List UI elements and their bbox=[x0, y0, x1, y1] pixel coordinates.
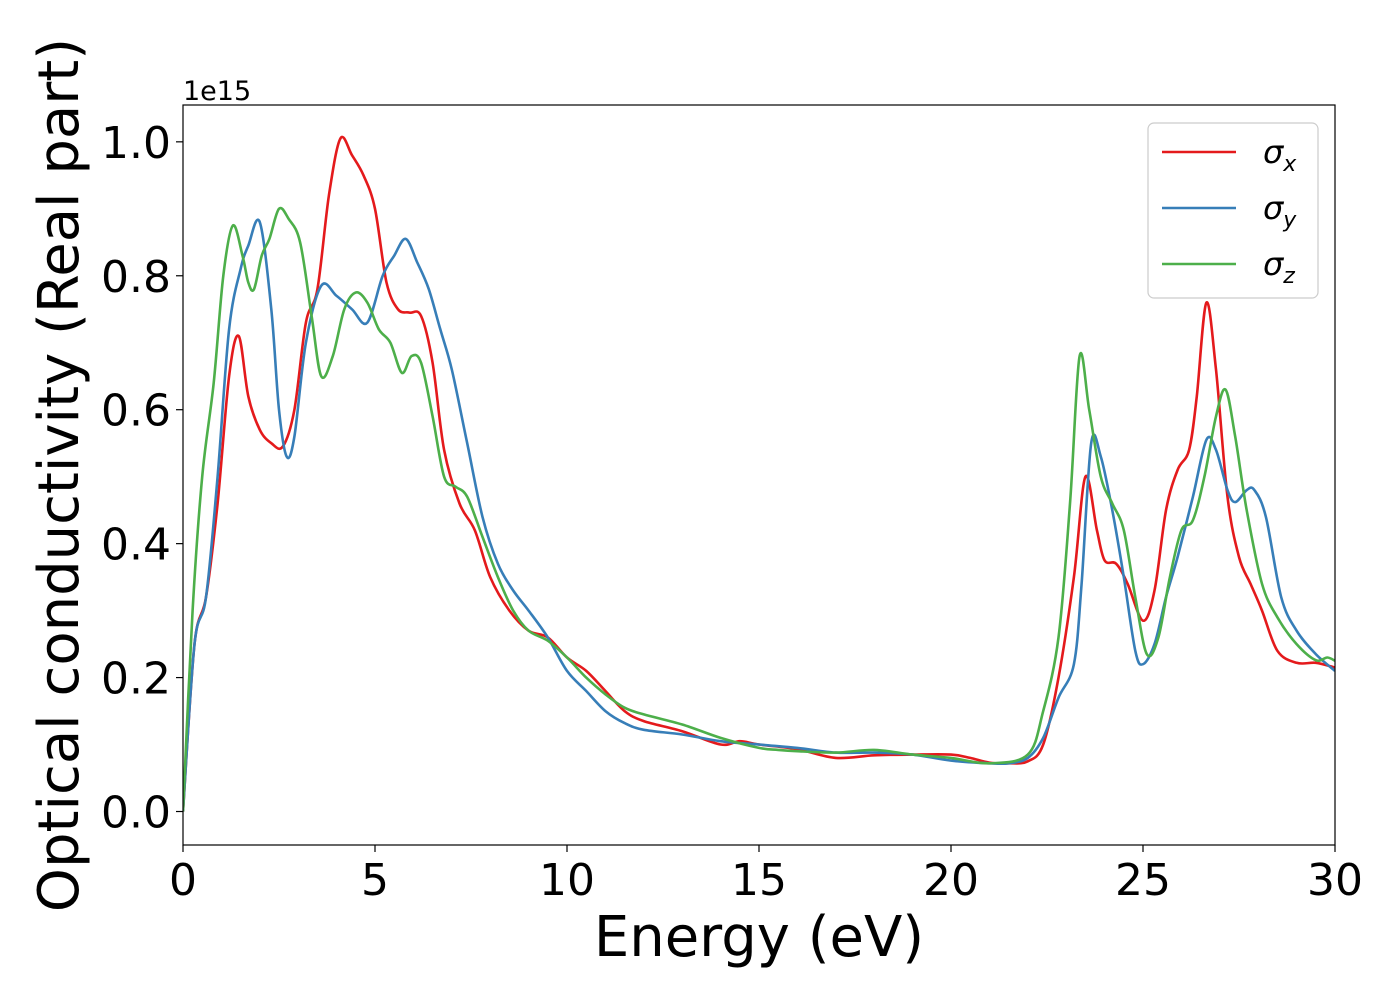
y-tick-label: 0.4 bbox=[101, 520, 171, 571]
legend-label-z: σz bbox=[1263, 245, 1295, 289]
legend-label-y: σy bbox=[1263, 189, 1297, 233]
legend-box bbox=[1147, 122, 1319, 299]
y-offset-label: 1e15 bbox=[183, 76, 251, 107]
y-axis-ticks: 0.0 0.2 0.4 0.6 0.8 1.0 bbox=[101, 118, 183, 839]
legend: σx σy σz bbox=[1147, 122, 1319, 299]
x-tick-label: 20 bbox=[923, 855, 979, 906]
x-tick-label: 0 bbox=[169, 855, 197, 906]
y-tick-label: 1.0 bbox=[101, 118, 171, 169]
x-axis-label: Energy (eV) bbox=[594, 905, 924, 970]
series-line-z bbox=[183, 206, 1335, 812]
y-tick-label: 0.0 bbox=[101, 788, 171, 839]
series-layer bbox=[183, 135, 1335, 812]
x-axis-ticks: 0 5 10 15 20 25 30 bbox=[169, 845, 1363, 906]
x-tick-label: 10 bbox=[539, 855, 595, 906]
x-tick-label: 25 bbox=[1115, 855, 1171, 906]
series-line-y bbox=[183, 218, 1335, 812]
y-tick-label: 0.2 bbox=[101, 654, 171, 705]
y-tick-label: 0.6 bbox=[101, 386, 171, 437]
x-tick-label: 15 bbox=[731, 855, 787, 906]
x-tick-label: 30 bbox=[1307, 855, 1363, 906]
legend-label-x: σx bbox=[1263, 133, 1297, 177]
y-axis-label: Optical conductivity (Real part) bbox=[27, 38, 92, 912]
y-tick-label: 0.8 bbox=[101, 252, 171, 303]
x-tick-label: 5 bbox=[361, 855, 389, 906]
